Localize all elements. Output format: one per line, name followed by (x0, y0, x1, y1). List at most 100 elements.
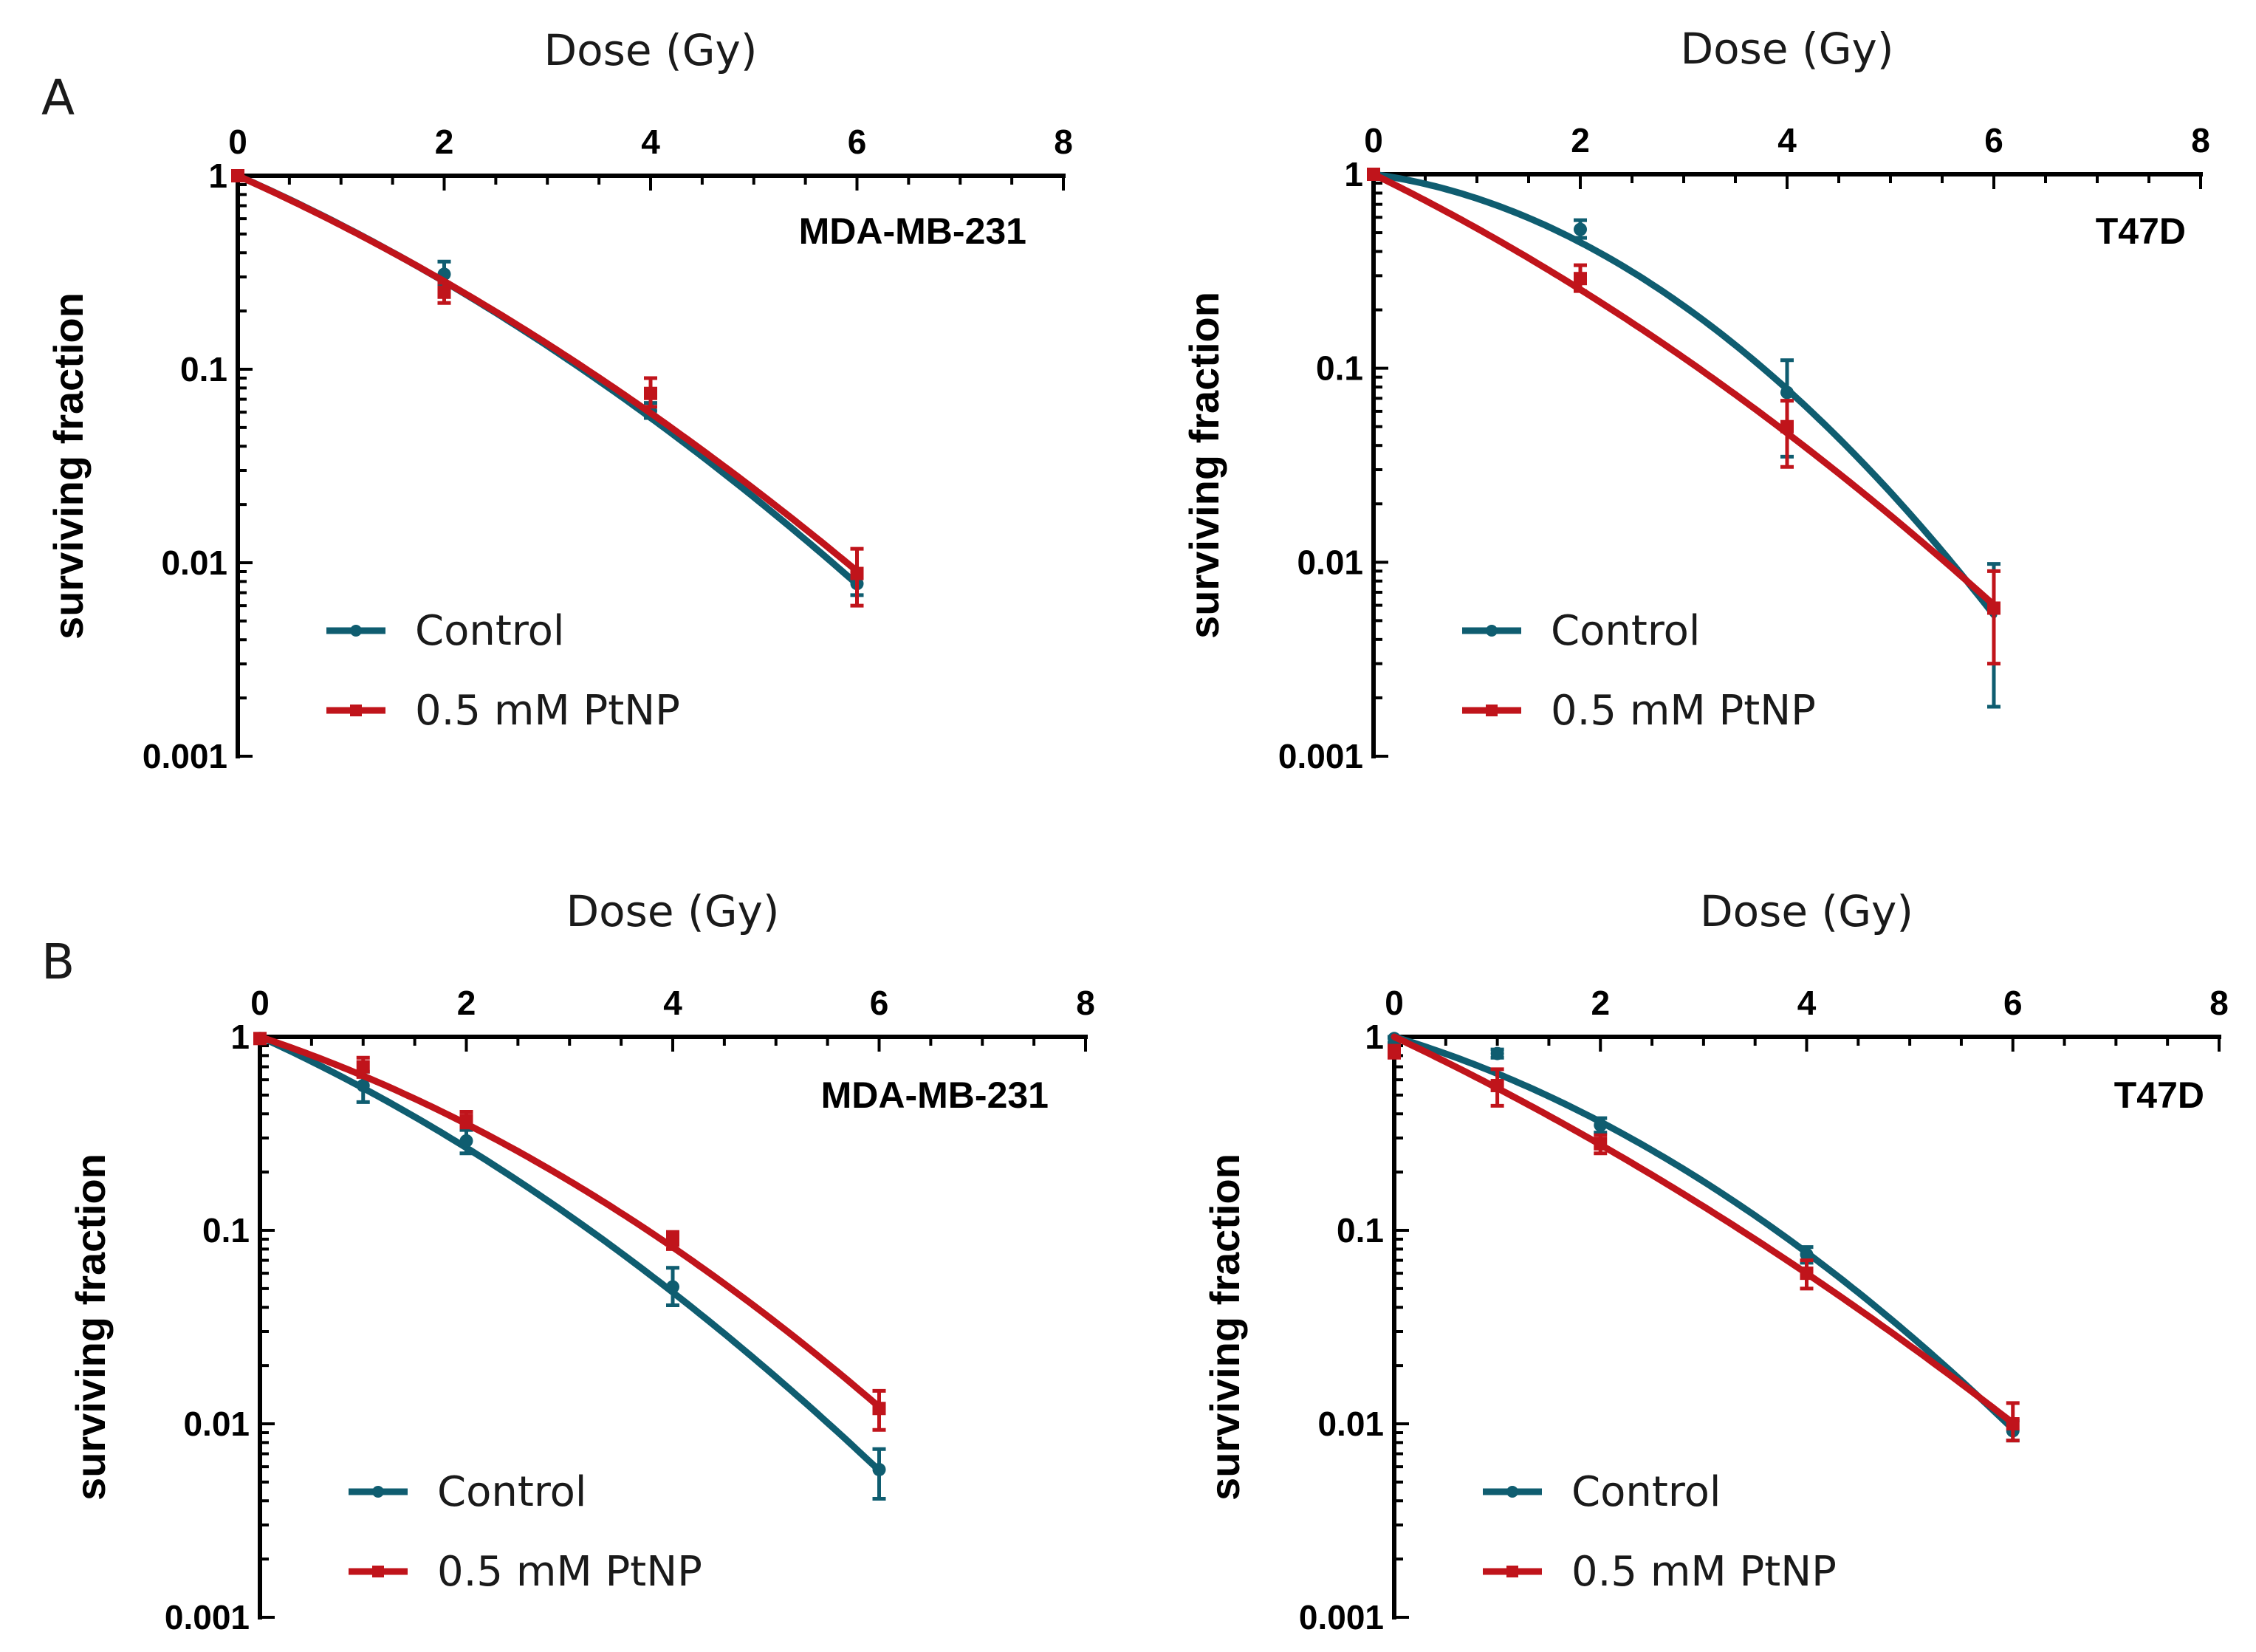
y-tick-label: 1 (230, 1018, 250, 1056)
y-tick-label: 0.01 (1297, 543, 1363, 581)
data-point (1780, 385, 1794, 400)
legend-label: 0.5 mM PtNP (437, 1548, 702, 1596)
data-point (1490, 1046, 1504, 1060)
x-tick-label: 0 (1364, 121, 1383, 160)
legend: Control 0.5 mM PtNP (1462, 607, 1816, 735)
x-tick-label: 0 (1385, 984, 1404, 1022)
legend-marker (372, 1486, 384, 1498)
y-tick-label: 0.001 (1299, 1598, 1384, 1636)
series-ptnp (253, 1032, 886, 1432)
x-tick-label: 2 (1591, 984, 1610, 1022)
series-control (253, 1032, 886, 1501)
data-point (1594, 1137, 1608, 1151)
legend-marker (1506, 1486, 1518, 1498)
data-point (666, 1233, 679, 1247)
data-point (1987, 601, 2000, 615)
data-point (253, 1032, 267, 1046)
fit-curve (1370, 171, 1998, 609)
fit-curve (256, 1033, 882, 1411)
y-axis-title: surviving fraction (67, 1154, 114, 1501)
data-point (2006, 1417, 2020, 1430)
legend-label: Control (415, 607, 564, 655)
data-point (1780, 419, 1794, 433)
data-point (1388, 1044, 1401, 1058)
y-tick-label: 0.001 (165, 1598, 250, 1636)
legend: Control 0.5 mM PtNP (326, 607, 680, 735)
y-tick-label: 1 (208, 157, 227, 195)
chart-1: 0 2 4 6 8 Dose (Gy) 1 0.1 0.01 0.001 surviving fra… (45, 25, 1073, 775)
fit-curve (1391, 1033, 2017, 1433)
x-tick-label: 6 (2003, 984, 2023, 1022)
panel-letter-b: B (41, 933, 75, 990)
chart-2: 0 2 4 6 8 Dose (Gy) 1 0.1 0.01 0.001 surviving fra… (1181, 24, 2210, 775)
fit-curve (256, 1033, 882, 1474)
legend: Control 0.5 mM PtNP (1483, 1468, 1837, 1596)
data-point (437, 285, 451, 299)
y-tick-label: 1 (1365, 1018, 1384, 1056)
x-tick-label: 4 (663, 984, 682, 1022)
x-tick-label: 4 (1777, 121, 1797, 160)
y-tick-label: 0.001 (143, 737, 227, 775)
data-point (1800, 1267, 1814, 1281)
chart-title: T47D (2096, 210, 2186, 252)
legend-marker (372, 1566, 384, 1577)
panel-letter-a: A (41, 69, 75, 126)
legend-label: Control (1571, 1468, 1721, 1516)
legend-marker (1506, 1566, 1518, 1577)
fit-curve (1391, 1033, 2017, 1427)
charts-grid: 0 2 4 6 8 Dose (Gy) 1 0.1 0.01 0.001 surviving fra… (45, 24, 2229, 1636)
data-point (644, 386, 657, 400)
x-axis-title: Dose (Gy) (1700, 886, 1913, 936)
x-tick-label: 0 (228, 123, 247, 161)
x-tick-label: 8 (1076, 984, 1095, 1022)
x-tick-label: 2 (435, 123, 454, 161)
data-point (666, 1280, 679, 1294)
legend-marker (1486, 625, 1498, 637)
y-tick-label: 0.1 (180, 350, 227, 388)
y-axis-title: surviving fraction (1201, 1154, 1248, 1501)
data-point (356, 1060, 370, 1074)
series-ptnp (1388, 1033, 2020, 1443)
y-tick-label: 0.1 (1316, 349, 1363, 388)
x-tick-label: 8 (2209, 984, 2229, 1022)
chart-title: MDA-MB-231 (799, 210, 1026, 252)
y-tick-label: 0.01 (161, 544, 227, 582)
x-tick-label: 0 (250, 984, 270, 1022)
data-point (356, 1078, 370, 1092)
legend-label: Control (437, 1468, 586, 1516)
y-tick-label: 0.001 (1278, 737, 1363, 775)
fit-curve (234, 172, 860, 588)
data-point (1574, 222, 1587, 236)
chart-title: T47D (2114, 1075, 2204, 1116)
data-point (459, 1134, 473, 1148)
data-point (872, 1402, 886, 1416)
chart-3: 0 2 4 6 8 Dose (Gy) 1 0.1 0.01 0.001 surviving fra… (67, 886, 1095, 1636)
legend-marker (350, 625, 362, 637)
x-tick-label: 2 (1571, 121, 1590, 160)
x-tick-label: 8 (2191, 121, 2210, 160)
x-axis-title: Dose (Gy) (1680, 24, 1893, 74)
y-tick-label: 1 (1344, 155, 1363, 193)
y-tick-label: 0.1 (202, 1211, 250, 1250)
data-point (1800, 1247, 1814, 1261)
series-control (1388, 1032, 2020, 1443)
fit-curve (1370, 171, 1998, 619)
data-point (1574, 272, 1587, 286)
x-axis-title: Dose (Gy) (566, 886, 779, 936)
x-tick-label: 6 (848, 123, 867, 161)
x-tick-label: 6 (870, 984, 889, 1022)
legend-label: 0.5 mM PtNP (1571, 1548, 1837, 1596)
x-tick-label: 8 (1054, 123, 1073, 161)
fit-curve (234, 172, 860, 575)
y-tick-label: 0.01 (1317, 1405, 1384, 1443)
data-point (872, 1462, 886, 1476)
chart-title: MDA-MB-231 (821, 1075, 1049, 1116)
legend-label: Control (1551, 607, 1700, 655)
data-point (231, 169, 244, 182)
data-point (1490, 1078, 1504, 1092)
data-point (1594, 1118, 1608, 1132)
y-axis-title: surviving fraction (1181, 292, 1227, 639)
legend-marker (1486, 705, 1498, 716)
data-point (850, 566, 864, 580)
